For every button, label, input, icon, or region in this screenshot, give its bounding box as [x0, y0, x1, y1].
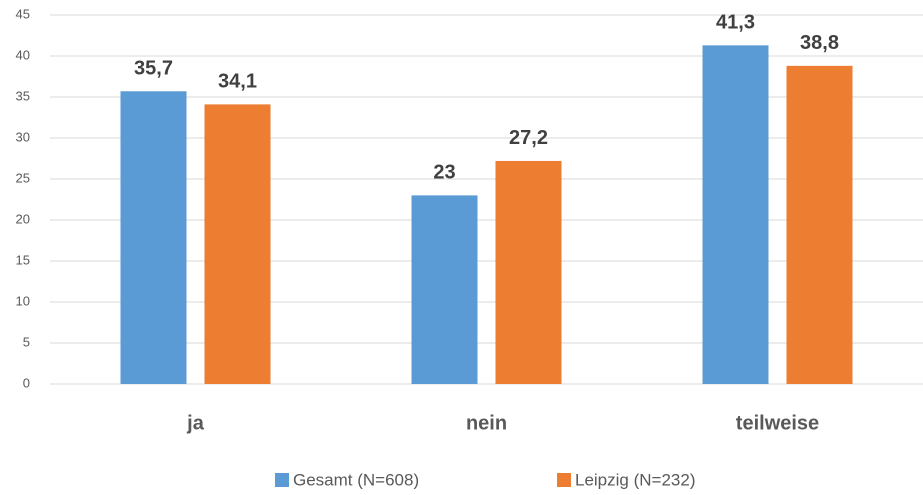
- data-label: 35,7: [134, 58, 173, 80]
- y-tick-label: 40: [16, 47, 30, 62]
- y-tick-label: 30: [16, 129, 30, 144]
- data-label: 23: [433, 162, 455, 184]
- y-tick-label: 35: [16, 88, 30, 103]
- data-label: 38,8: [800, 32, 839, 54]
- data-label: 27,2: [509, 127, 548, 149]
- bar: [495, 160, 562, 384]
- data-label: 41,3: [716, 12, 755, 34]
- y-tick-label: 10: [16, 293, 30, 308]
- legend-swatch: [557, 473, 571, 487]
- x-tick-label: nein: [466, 412, 507, 434]
- bar: [204, 104, 271, 384]
- bar: [702, 45, 769, 385]
- bar: [786, 65, 853, 384]
- y-tick-label: 45: [16, 6, 30, 21]
- data-label: 34,1: [218, 71, 257, 93]
- y-tick-label: 25: [16, 170, 30, 185]
- x-tick-label: ja: [186, 412, 205, 434]
- x-tick-label: teilweise: [736, 412, 819, 434]
- bar: [411, 195, 478, 384]
- y-tick-label: 5: [23, 334, 30, 349]
- bar: [120, 91, 187, 384]
- legend-label: Leipzig (N=232): [575, 470, 696, 489]
- y-tick-label: 20: [16, 211, 30, 226]
- y-tick-label: 15: [16, 252, 30, 267]
- legend-swatch: [275, 473, 289, 487]
- legend-label: Gesamt (N=608): [293, 470, 419, 489]
- y-tick-label: 0: [23, 375, 30, 390]
